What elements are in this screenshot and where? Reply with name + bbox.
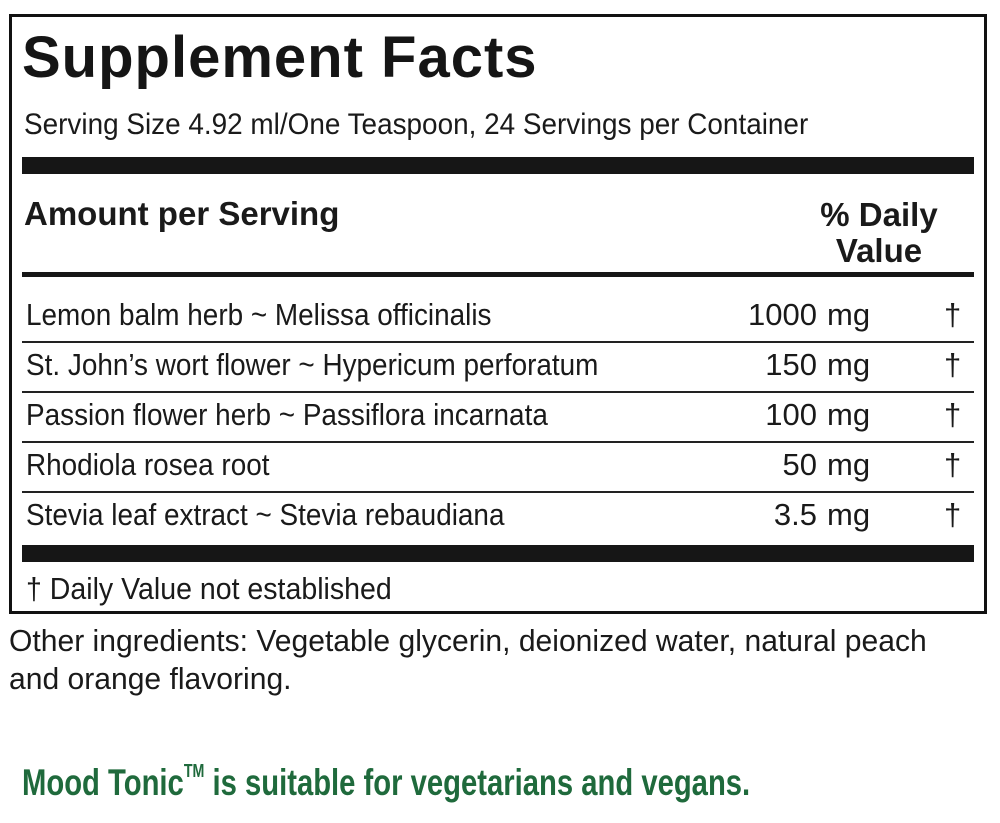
header-divider <box>22 272 974 277</box>
daily-value-mark: † <box>944 297 962 332</box>
ingredient-amount: 50 <box>782 447 817 482</box>
table-row: Stevia leaf extract ~ Stevia rebaudiana … <box>22 493 974 543</box>
trademark-mark: TM <box>183 761 205 781</box>
ingredient-name: Lemon balm herb ~ Melissa officinalis <box>26 297 492 332</box>
daily-value-header-line1: % Daily <box>820 196 938 233</box>
ingredient-unit: mg <box>827 347 871 382</box>
table-row: St. John’s wort flower ~ Hypericum perfo… <box>22 343 974 393</box>
thick-divider-bottom <box>22 545 974 562</box>
supplement-facts-panel: Supplement Facts Serving Size 4.92 ml/On… <box>9 14 987 614</box>
product-name: Mood Tonic <box>22 762 184 803</box>
row-divider <box>22 341 974 343</box>
ingredient-unit: mg <box>827 297 871 332</box>
ingredient-name: St. John’s wort flower ~ Hypericum perfo… <box>26 347 599 382</box>
serving-info: Serving Size 4.92 ml/One Teaspoon, 24 Se… <box>24 108 809 141</box>
daily-value-footnote: † Daily Value not established <box>26 571 392 606</box>
daily-value-mark: † <box>944 447 962 482</box>
daily-value-header-line2: Value <box>835 232 923 269</box>
ingredient-amount: 100 <box>765 397 817 432</box>
row-divider <box>22 441 974 443</box>
daily-value-header: % Daily Value <box>794 197 964 269</box>
row-divider <box>22 491 974 493</box>
row-divider <box>22 391 974 393</box>
daily-value-mark: † <box>944 397 962 432</box>
ingredient-unit: mg <box>827 397 871 432</box>
ingredient-unit: mg <box>827 497 871 532</box>
daily-value-mark: † <box>944 497 962 532</box>
ingredient-amount: 1000 <box>748 297 817 332</box>
amount-per-serving-header: Amount per Serving <box>24 195 340 232</box>
vegan-tagline: Mood TonicTM is suitable for vegetarians… <box>22 762 750 801</box>
daily-value-mark: † <box>944 347 962 382</box>
ingredient-name: Rhodiola rosea root <box>26 447 270 482</box>
ingredient-amount: 3.5 <box>773 497 817 532</box>
ingredient-name: Stevia leaf extract ~ Stevia rebaudiana <box>26 497 505 532</box>
ingredient-name: Passion flower herb ~ Passiflora incarna… <box>26 397 548 432</box>
ingredient-unit: mg <box>827 447 871 482</box>
ingredient-table: Lemon balm herb ~ Melissa officinalis 10… <box>22 293 974 543</box>
tagline-text: is suitable for vegetarians and vegans. <box>204 762 751 803</box>
table-row: Lemon balm herb ~ Melissa officinalis 10… <box>22 293 974 343</box>
table-row: Rhodiola rosea root 50 mg † <box>22 443 974 493</box>
panel-title: Supplement Facts <box>22 25 538 90</box>
other-ingredients: Other ingredients: Vegetable glycerin, d… <box>9 623 927 696</box>
ingredient-amount: 150 <box>765 347 817 382</box>
table-row: Passion flower herb ~ Passiflora incarna… <box>22 393 974 443</box>
thick-divider-top <box>22 157 974 174</box>
